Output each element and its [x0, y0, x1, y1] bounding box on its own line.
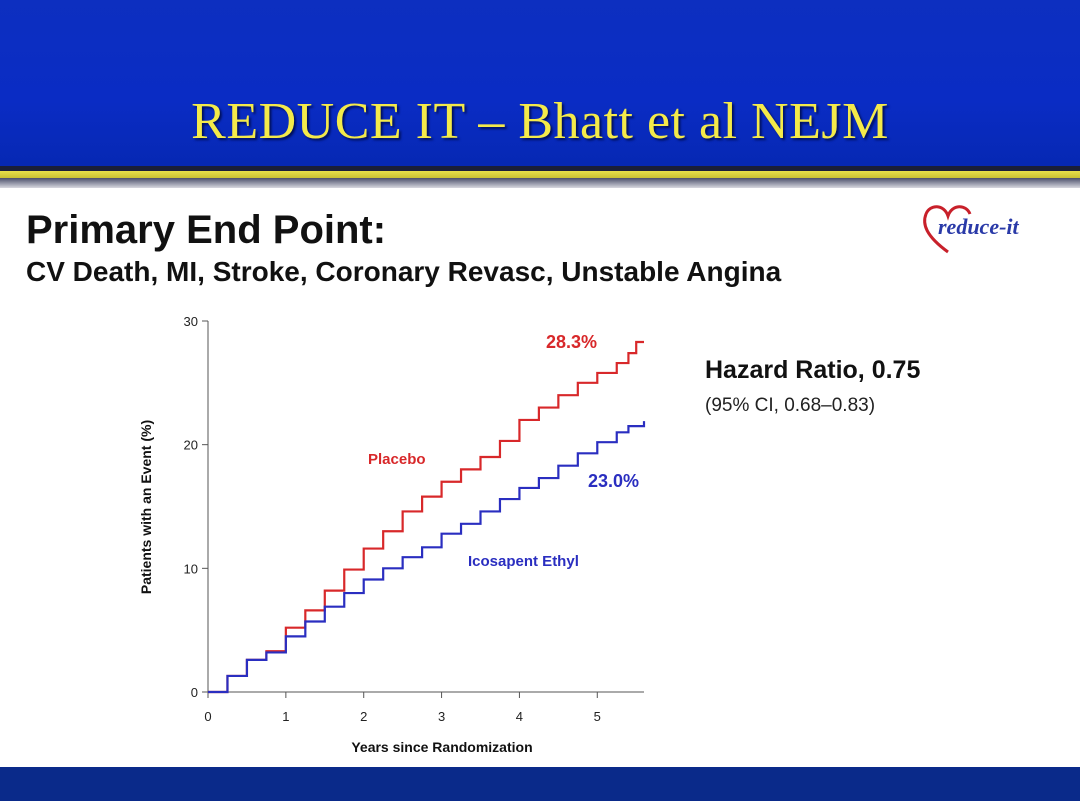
- primary-endpoint-components: CV Death, MI, Stroke, Coronary Revasc, U…: [26, 256, 782, 287]
- header-shadow-stripe: [0, 178, 1080, 188]
- series-line-icosapent-ethyl: [208, 421, 646, 694]
- x-tick-label-4: 4: [516, 709, 523, 724]
- series-label-placebo: Placebo: [368, 451, 426, 468]
- primary-endpoint-heading: Primary End Point:: [26, 208, 387, 252]
- end-label-placebo: 28.3%: [546, 332, 597, 352]
- y-axis-title: Patients with an Event (%): [138, 420, 154, 594]
- x-axis-ticks: 0 1 2 3 4 5: [204, 692, 601, 724]
- slide-footer-bar: [0, 767, 1080, 801]
- series-lines: [208, 340, 646, 694]
- series-label-icosapent: Icosapent Ethyl: [468, 553, 579, 570]
- y-tick-label-10: 10: [184, 561, 198, 576]
- reduce-it-logo: reduce-it: [923, 205, 1020, 254]
- heart-icon: [923, 205, 972, 254]
- slide-header: [0, 0, 1080, 168]
- y-tick-label-0: 0: [191, 685, 198, 700]
- confidence-interval: (95% CI, 0.68–0.83): [705, 395, 876, 416]
- hazard-ratio: Hazard Ratio, 0.75: [705, 356, 921, 384]
- header-yellow-stripe: [0, 171, 1080, 178]
- x-tick-label-3: 3: [438, 709, 445, 724]
- y-tick-label-30: 30: [184, 314, 198, 329]
- header-divider: [0, 166, 1080, 172]
- end-label-icosapent: 23.0%: [588, 471, 639, 491]
- y-axis-ticks: 0 10 20 30: [184, 314, 208, 700]
- slide-title: REDUCE IT – Bhatt et al NEJM: [191, 93, 889, 150]
- x-tick-label-1: 1: [282, 709, 289, 724]
- x-tick-label-2: 2: [360, 709, 367, 724]
- series-line-placebo: [208, 340, 644, 694]
- x-tick-label-0: 0: [204, 709, 211, 724]
- logo-text: reduce-it: [938, 214, 1020, 239]
- x-tick-label-5: 5: [594, 709, 601, 724]
- y-tick-label-20: 20: [184, 438, 198, 453]
- x-axis-title: Years since Randomization: [351, 739, 532, 755]
